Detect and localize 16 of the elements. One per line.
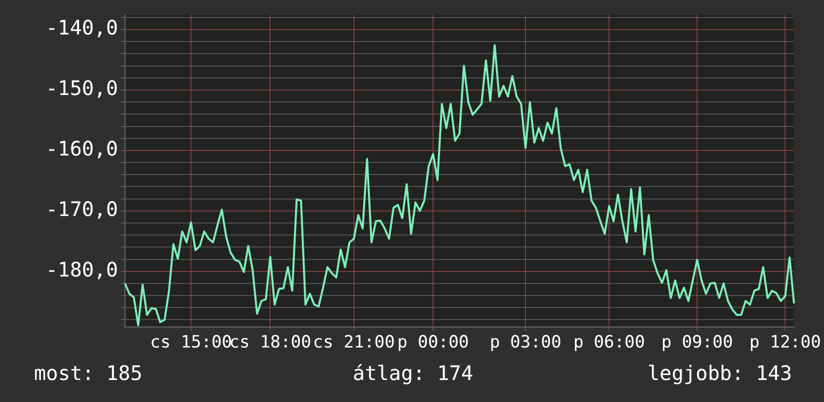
x-tick-label: p 06:00 [573,332,645,353]
x-tick-label: p 09:00 [661,332,733,353]
y-tick-label: -140,0 [46,16,118,40]
x-tick-label: p 00:00 [397,332,469,353]
x-tick-label: p 12:00 [749,332,822,353]
x-tick-label: p 03:00 [490,332,562,353]
x-tick-label: cs 18:00 [229,332,312,353]
x-tick-label: cs 21:00 [312,332,395,353]
text: most: 185 [34,361,142,386]
y-tick-label: -170,0 [46,197,118,222]
y-tick-label: -180,0 [46,258,118,282]
y-tick-label: -150,0 [46,76,118,100]
text: legjobb: 143 [648,361,792,386]
x-tick-label: cs 15:00 [150,332,232,353]
y-tick-label: -160,0 [46,136,118,161]
text: átlag: 174 [352,361,474,386]
